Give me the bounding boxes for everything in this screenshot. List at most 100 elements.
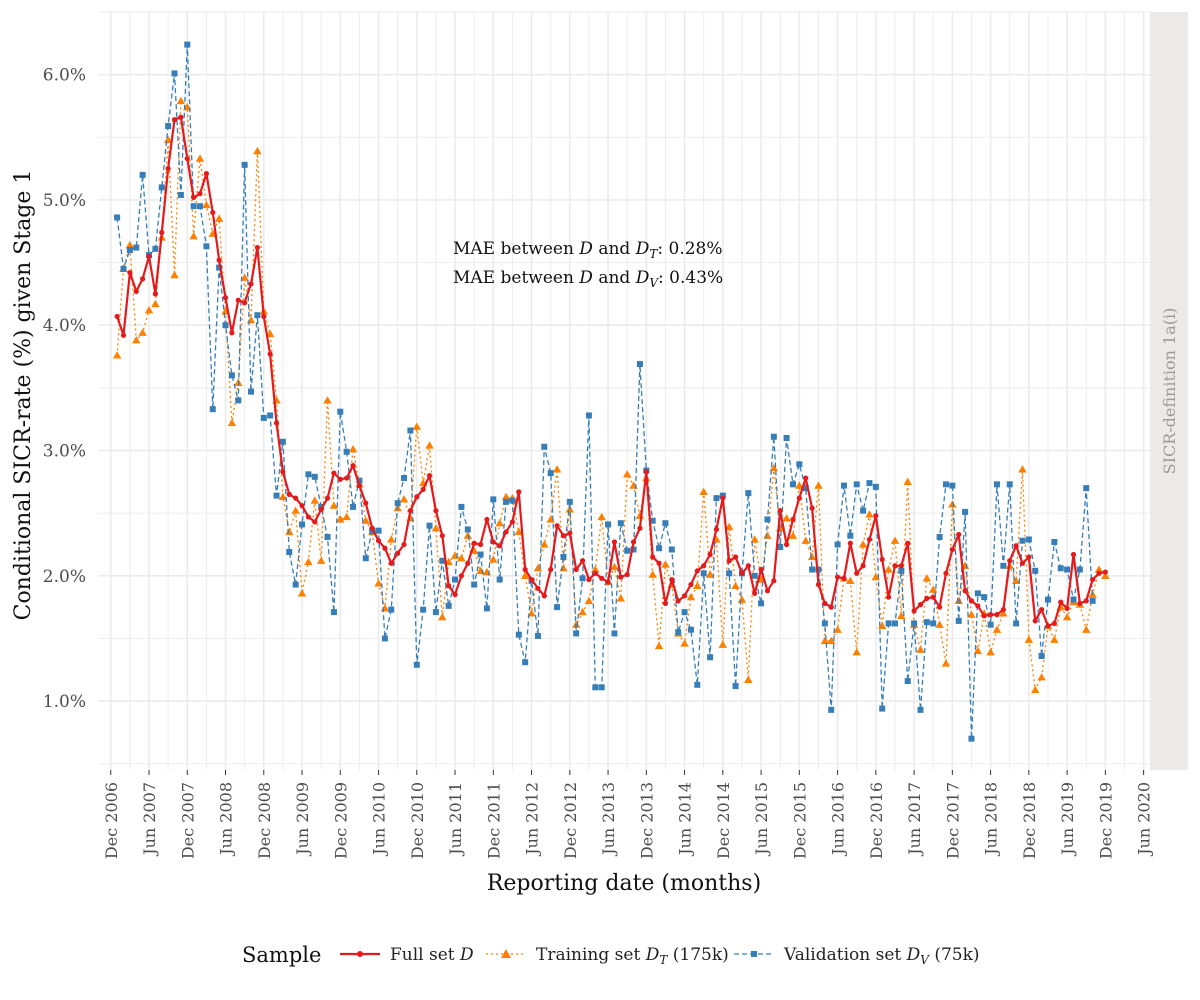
legend-item: Full set D — [340, 945, 474, 965]
data-point — [381, 635, 388, 642]
data-point — [936, 533, 943, 540]
data-point — [503, 498, 510, 505]
data-point — [178, 114, 184, 120]
data-point — [707, 654, 714, 661]
x-tick-label: Jun 2013 — [599, 782, 618, 857]
data-point — [165, 123, 172, 130]
data-point — [125, 240, 135, 249]
data-point — [344, 475, 350, 481]
data-point — [916, 645, 925, 653]
data-point — [662, 520, 669, 527]
data-point — [566, 498, 573, 505]
data-point — [1090, 576, 1096, 583]
data-point — [144, 305, 154, 314]
data-point — [592, 570, 598, 576]
data-point — [432, 609, 439, 616]
data-point — [171, 117, 178, 123]
data-point — [1031, 685, 1040, 693]
data-point — [732, 683, 739, 690]
data-point — [809, 505, 815, 511]
data-point — [382, 545, 388, 551]
data-point — [605, 579, 611, 585]
data-point — [222, 295, 229, 301]
data-point — [554, 523, 560, 529]
data-point — [903, 477, 912, 485]
data-point — [483, 605, 490, 612]
data-point — [937, 604, 943, 610]
data-point — [591, 565, 600, 573]
data-point — [847, 540, 853, 546]
data-point — [133, 244, 140, 251]
data-point — [872, 483, 879, 490]
data-point — [203, 243, 210, 250]
data-point — [770, 433, 777, 440]
data-point — [699, 487, 708, 496]
x-tick-label: Jun 2007 — [140, 782, 159, 857]
data-point — [1032, 567, 1039, 574]
data-point — [471, 581, 478, 588]
data-point — [547, 470, 554, 477]
data-point — [497, 543, 503, 549]
x-tick-label: Dec 2017 — [943, 782, 962, 859]
data-point — [214, 214, 224, 222]
data-point — [1038, 652, 1045, 659]
data-point — [216, 257, 222, 263]
data-point — [796, 461, 803, 468]
data-point — [873, 513, 879, 519]
data-point — [520, 571, 530, 579]
data-point — [827, 636, 836, 645]
data-point — [253, 146, 262, 155]
data-point — [751, 572, 758, 579]
data-point — [777, 508, 783, 514]
data-point — [420, 606, 427, 613]
data-point — [151, 299, 160, 308]
data-point — [433, 508, 439, 514]
data-point — [235, 397, 242, 404]
x-tick-label: Jun 2011 — [446, 782, 465, 857]
series-full-set — [114, 114, 1108, 629]
data-point — [840, 482, 847, 489]
data-point — [622, 470, 632, 478]
data-point — [968, 735, 975, 742]
data-point — [567, 530, 573, 536]
data-point — [1019, 560, 1026, 566]
data-point — [235, 297, 241, 303]
data-point — [133, 288, 139, 294]
data-point — [112, 351, 122, 359]
data-point — [1089, 597, 1096, 604]
data-point — [336, 515, 345, 523]
data-point — [782, 513, 791, 522]
data-point — [852, 648, 861, 656]
data-point — [1032, 618, 1038, 624]
data-point — [598, 684, 605, 691]
data-point — [597, 512, 606, 521]
data-point — [611, 630, 618, 637]
legend-label: Training set DT (175k) — [536, 945, 729, 967]
data-point — [662, 600, 669, 606]
data-point — [1024, 635, 1034, 643]
data-point — [713, 526, 720, 533]
data-point — [745, 490, 752, 497]
data-point — [114, 214, 121, 221]
data-point — [1037, 673, 1046, 681]
data-point — [898, 567, 905, 574]
x-tick-label: Dec 2015 — [790, 782, 809, 859]
data-point — [764, 516, 771, 523]
data-point — [114, 313, 120, 320]
data-point — [834, 541, 841, 548]
data-point — [688, 581, 694, 588]
data-point — [788, 531, 798, 539]
data-point — [1011, 576, 1021, 584]
data-point — [904, 678, 911, 685]
data-point — [783, 434, 790, 441]
data-point — [974, 590, 981, 597]
data-point — [579, 575, 586, 582]
data-point — [943, 570, 949, 576]
data-point — [975, 603, 981, 609]
data-point — [981, 594, 988, 601]
data-point — [132, 336, 141, 344]
x-tick-label: Dec 2014 — [714, 782, 733, 859]
data-point — [280, 469, 286, 475]
data-point — [841, 575, 847, 581]
